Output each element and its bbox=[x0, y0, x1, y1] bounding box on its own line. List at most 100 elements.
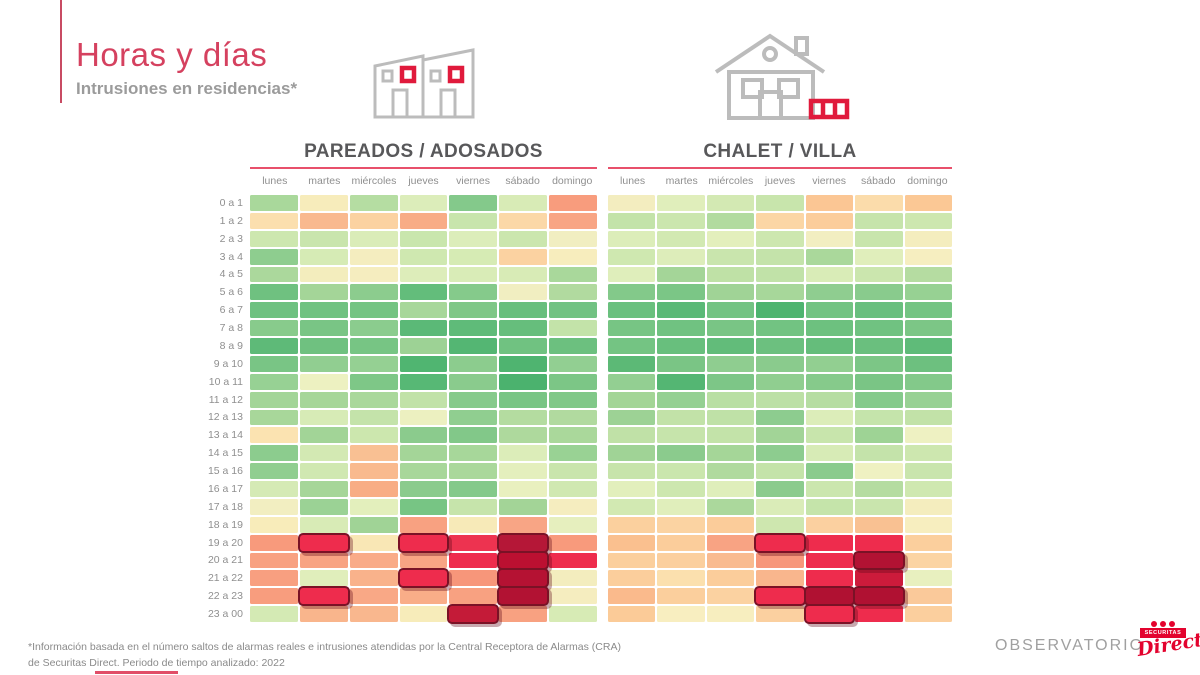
heatmap-cell bbox=[349, 230, 398, 247]
hour-label: 4 a 5 bbox=[219, 268, 243, 281]
heatmap-cell bbox=[549, 230, 597, 247]
heatmap-cell bbox=[756, 516, 804, 533]
heatmap-cell bbox=[250, 427, 298, 444]
day-label: martes bbox=[308, 175, 341, 187]
heatmap-cell bbox=[904, 212, 952, 229]
heatmap-pareados bbox=[250, 195, 597, 624]
heatmap-cell bbox=[904, 195, 952, 211]
heatmap-cell bbox=[608, 570, 656, 587]
heatmap-cell bbox=[805, 373, 854, 390]
logo-securitas-text: SECURITAS bbox=[1140, 628, 1186, 638]
heatmap-cell bbox=[706, 534, 755, 551]
hour-label: 11 a 12 bbox=[208, 393, 243, 406]
heatmap-cell bbox=[608, 355, 656, 372]
heatmap-cell bbox=[449, 230, 498, 247]
day-label: domingo bbox=[552, 175, 593, 187]
heatmap-cell bbox=[349, 320, 398, 336]
heatmap-cell bbox=[904, 498, 952, 515]
heatmap-cell bbox=[449, 409, 498, 426]
hour-label: 18 a 19 bbox=[207, 518, 243, 531]
heatmap-cell bbox=[250, 498, 298, 515]
heatmap-cell bbox=[608, 248, 656, 265]
heatmap-cell bbox=[904, 284, 952, 301]
heatmap-cell bbox=[250, 606, 298, 622]
heatmap-cell bbox=[855, 498, 903, 515]
hour-label: 9 a 10 bbox=[213, 357, 243, 370]
heatmap-cell bbox=[855, 463, 903, 479]
heatmap-cell bbox=[349, 606, 398, 622]
heatmap-cell bbox=[499, 266, 548, 283]
heatmap-cell bbox=[657, 552, 705, 569]
heatmap-cell bbox=[349, 427, 398, 444]
heatmap-cell bbox=[499, 427, 548, 444]
heatmap-cell bbox=[706, 266, 755, 283]
heatmap-cell bbox=[399, 266, 448, 283]
heatmap-cell bbox=[399, 284, 448, 301]
townhouses-icon bbox=[373, 48, 475, 119]
heatmap-cell bbox=[549, 320, 597, 336]
heatmap-cell bbox=[349, 463, 398, 479]
heatmap-cell bbox=[449, 338, 498, 354]
heatmap-cell bbox=[855, 481, 903, 497]
heatmap-cell bbox=[399, 606, 448, 622]
heatmap-cell bbox=[904, 516, 952, 533]
hour-label: 14 a 15 bbox=[207, 447, 243, 460]
heatmap-cell bbox=[657, 195, 705, 211]
heatmap-cell bbox=[399, 230, 448, 247]
heatmap-cell bbox=[904, 248, 952, 265]
heatmap-cell bbox=[904, 588, 952, 605]
heatmap-cell bbox=[608, 195, 656, 211]
heatmap-cell bbox=[497, 586, 550, 607]
heatmap-cell bbox=[608, 302, 656, 319]
heatmap-cell bbox=[499, 248, 548, 265]
heatmap-cell bbox=[399, 355, 448, 372]
heatmap-cell bbox=[349, 248, 398, 265]
heatmap-cell bbox=[349, 373, 398, 390]
heatmap-cell bbox=[549, 606, 597, 622]
heatmap-cell bbox=[706, 391, 755, 408]
heatmap-cell bbox=[449, 355, 498, 372]
hour-label: 22 a 23 bbox=[207, 590, 243, 603]
hour-label: 17 a 18 bbox=[207, 500, 243, 513]
hour-label: 13 a 14 bbox=[207, 429, 243, 442]
heatmap-cell bbox=[549, 195, 597, 211]
heatmap-cell bbox=[499, 355, 548, 372]
day-header-chalet: lunes martes miércoles jueves viernes sábado d… bbox=[608, 175, 952, 187]
observatorio-label: OBSERVATORIO bbox=[995, 637, 1145, 654]
heatmap-cell bbox=[250, 284, 298, 301]
heatmap-cell bbox=[756, 570, 804, 587]
hour-label: 10 a 11 bbox=[208, 375, 243, 388]
heatmap-cell bbox=[399, 195, 448, 211]
logo-dots-icon bbox=[1137, 621, 1189, 627]
heatmap-cell bbox=[657, 463, 705, 479]
heatmap-cell bbox=[805, 230, 854, 247]
heatmap-cell bbox=[904, 427, 952, 444]
heatmap-cell bbox=[549, 266, 597, 283]
hour-label: 1 a 2 bbox=[219, 214, 243, 227]
heatmap-cell bbox=[299, 248, 348, 265]
heatmap-cell bbox=[706, 552, 755, 569]
heatmap-cell bbox=[349, 588, 398, 605]
heatmap-cell bbox=[549, 588, 597, 605]
heatmap-cell bbox=[805, 248, 854, 265]
heatmap-cell bbox=[499, 391, 548, 408]
heatmap-cell bbox=[349, 481, 398, 497]
heatmap-cell bbox=[399, 588, 448, 605]
heatmap-cell bbox=[904, 355, 952, 372]
heatmap-cell bbox=[706, 195, 755, 211]
heatmap-cell bbox=[805, 445, 854, 462]
heatmap-cell bbox=[855, 427, 903, 444]
heatmap-cell bbox=[756, 606, 804, 622]
heatmap-cell bbox=[549, 570, 597, 587]
heatmap-cell bbox=[706, 463, 755, 479]
hour-label: 23 a 00 bbox=[207, 608, 243, 621]
heatmap-cell bbox=[904, 445, 952, 462]
heatmap-cell bbox=[657, 498, 705, 515]
day-label: sábado bbox=[861, 175, 896, 187]
heatmap-cell bbox=[250, 248, 298, 265]
heatmap-cell bbox=[299, 230, 348, 247]
heatmap-cell bbox=[855, 266, 903, 283]
heatmap-cell bbox=[855, 516, 903, 533]
day-label: domingo bbox=[907, 175, 948, 187]
